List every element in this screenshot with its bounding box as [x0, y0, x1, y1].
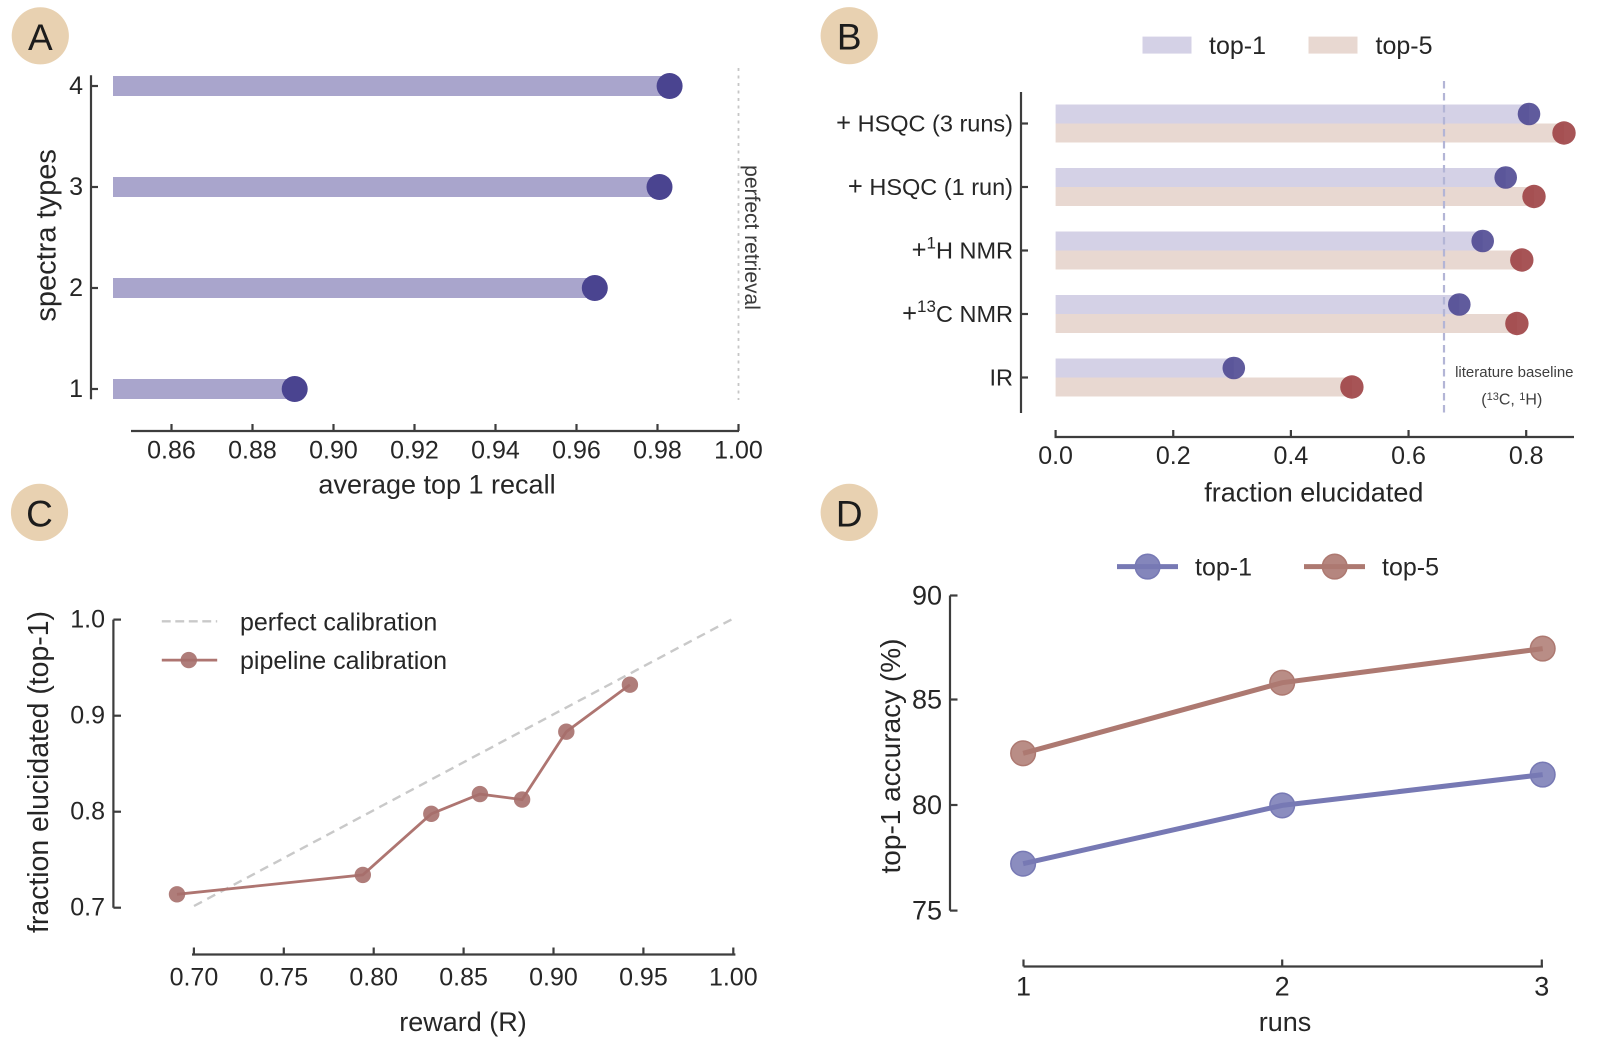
svg-text:0.75: 0.75 — [259, 964, 308, 992]
svg-text:75: 75 — [912, 896, 942, 926]
svg-text:A: A — [28, 17, 53, 58]
svg-text:0.90: 0.90 — [309, 437, 358, 465]
svg-text:+ HSQC (3 runs): + HSQC (3 runs) — [836, 110, 1013, 138]
svg-text:0.85: 0.85 — [439, 964, 488, 992]
svg-text:top-1 accuracy (%): top-1 accuracy (%) — [875, 639, 906, 874]
svg-text:4: 4 — [69, 72, 83, 100]
svg-text:1.0: 1.0 — [70, 606, 105, 634]
svg-text:0.88: 0.88 — [228, 437, 277, 465]
svg-text:85: 85 — [912, 685, 942, 715]
svg-text:0.9: 0.9 — [70, 702, 105, 730]
svg-text:perfect retrieval: perfect retrieval — [740, 165, 763, 310]
svg-text:0.4: 0.4 — [1274, 442, 1309, 470]
svg-text:0.6: 0.6 — [1391, 442, 1426, 470]
svg-text:90: 90 — [912, 581, 942, 611]
svg-text:2: 2 — [1275, 972, 1290, 1002]
svg-text:spectra types: spectra types — [31, 149, 63, 321]
svg-text:top-5: top-5 — [1376, 32, 1433, 60]
svg-text:1: 1 — [1016, 972, 1031, 1002]
svg-text:top-1: top-1 — [1195, 554, 1252, 582]
svg-text:literature baseline: literature baseline — [1455, 364, 1573, 381]
svg-text:3: 3 — [1534, 972, 1549, 1002]
svg-text:B: B — [837, 17, 862, 58]
svg-text:average top 1 recall: average top 1 recall — [318, 470, 555, 500]
svg-text:0.80: 0.80 — [349, 964, 398, 992]
svg-text:0.7: 0.7 — [70, 894, 105, 922]
svg-text:fraction elucidated: fraction elucidated — [1204, 478, 1423, 508]
svg-text:1.00: 1.00 — [714, 437, 763, 465]
svg-text:fraction elucidated (top-1): fraction elucidated (top-1) — [23, 611, 55, 933]
svg-text:0.0: 0.0 — [1038, 442, 1073, 470]
svg-text:top-5: top-5 — [1382, 554, 1439, 582]
svg-text:0.70: 0.70 — [170, 964, 219, 992]
svg-text:0.86: 0.86 — [147, 437, 196, 465]
svg-text:+ HSQC (1 run): + HSQC (1 run) — [848, 173, 1013, 201]
svg-text:0.98: 0.98 — [633, 437, 682, 465]
svg-text:0.96: 0.96 — [552, 437, 601, 465]
svg-text:top-1: top-1 — [1209, 32, 1266, 60]
svg-text:0.2: 0.2 — [1156, 442, 1191, 470]
svg-text:2: 2 — [69, 274, 83, 302]
svg-text:0.92: 0.92 — [390, 437, 439, 465]
svg-text:perfect calibration: perfect calibration — [240, 609, 437, 637]
svg-text:reward (R): reward (R) — [399, 1007, 527, 1037]
svg-text:IR: IR — [990, 365, 1014, 391]
svg-text:0.95: 0.95 — [619, 964, 668, 992]
svg-text:pipeline calibration: pipeline calibration — [240, 647, 447, 675]
svg-text:0.90: 0.90 — [529, 964, 578, 992]
svg-text:C: C — [26, 493, 53, 534]
svg-text:runs: runs — [1259, 1007, 1312, 1037]
svg-text:0.94: 0.94 — [471, 437, 520, 465]
svg-text:0.8: 0.8 — [70, 798, 105, 826]
svg-text:80: 80 — [912, 790, 942, 820]
svg-text:1: 1 — [69, 375, 83, 403]
svg-text:0.8: 0.8 — [1509, 442, 1544, 470]
svg-text:3: 3 — [69, 173, 83, 201]
svg-text:1.00: 1.00 — [709, 964, 758, 992]
svg-text:D: D — [836, 493, 863, 534]
